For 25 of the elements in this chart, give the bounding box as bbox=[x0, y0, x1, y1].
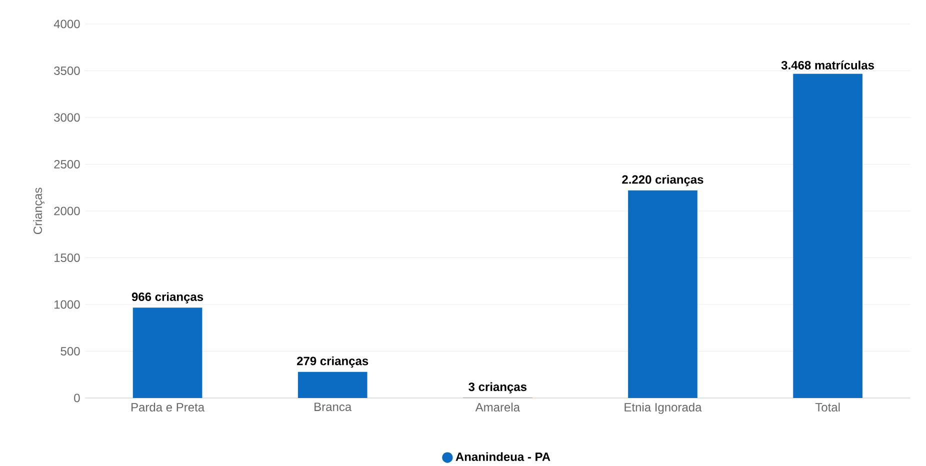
data-label: 966 crianças bbox=[132, 292, 204, 304]
y-tick-label: 3500 bbox=[54, 66, 80, 75]
x-tick-label: Branca bbox=[314, 402, 352, 412]
y-tick-label: 3000 bbox=[54, 113, 80, 122]
y-tick-label: 0 bbox=[74, 394, 80, 402]
y-tick-label: 2500 bbox=[54, 160, 80, 168]
x-tick-label: Parda e Preta bbox=[132, 402, 205, 412]
bar bbox=[793, 74, 862, 398]
y-axis-title: Crianças bbox=[33, 188, 44, 234]
x-tick-label: Etnia Ignorada bbox=[624, 402, 702, 414]
bar bbox=[298, 372, 368, 398]
legend-label: Ananindeua - PA bbox=[456, 452, 550, 462]
x-tick-label: Total bbox=[815, 402, 840, 412]
data-label: 3 crianças bbox=[468, 382, 527, 394]
x-tick-label: Amarela bbox=[475, 402, 520, 412]
data-label: 279 crianças bbox=[296, 356, 368, 368]
data-label: 2.220 crianças bbox=[622, 174, 704, 186]
y-tick-label: 1000 bbox=[54, 300, 80, 309]
y-tick-label: 500 bbox=[60, 346, 80, 356]
data-label: 3.468 matrículas bbox=[781, 60, 874, 70]
bar bbox=[628, 190, 698, 398]
y-tick-label: 2000 bbox=[54, 206, 80, 216]
y-tick-label: 1500 bbox=[54, 253, 80, 262]
bar bbox=[132, 308, 202, 398]
y-tick-label: 4000 bbox=[54, 20, 80, 28]
